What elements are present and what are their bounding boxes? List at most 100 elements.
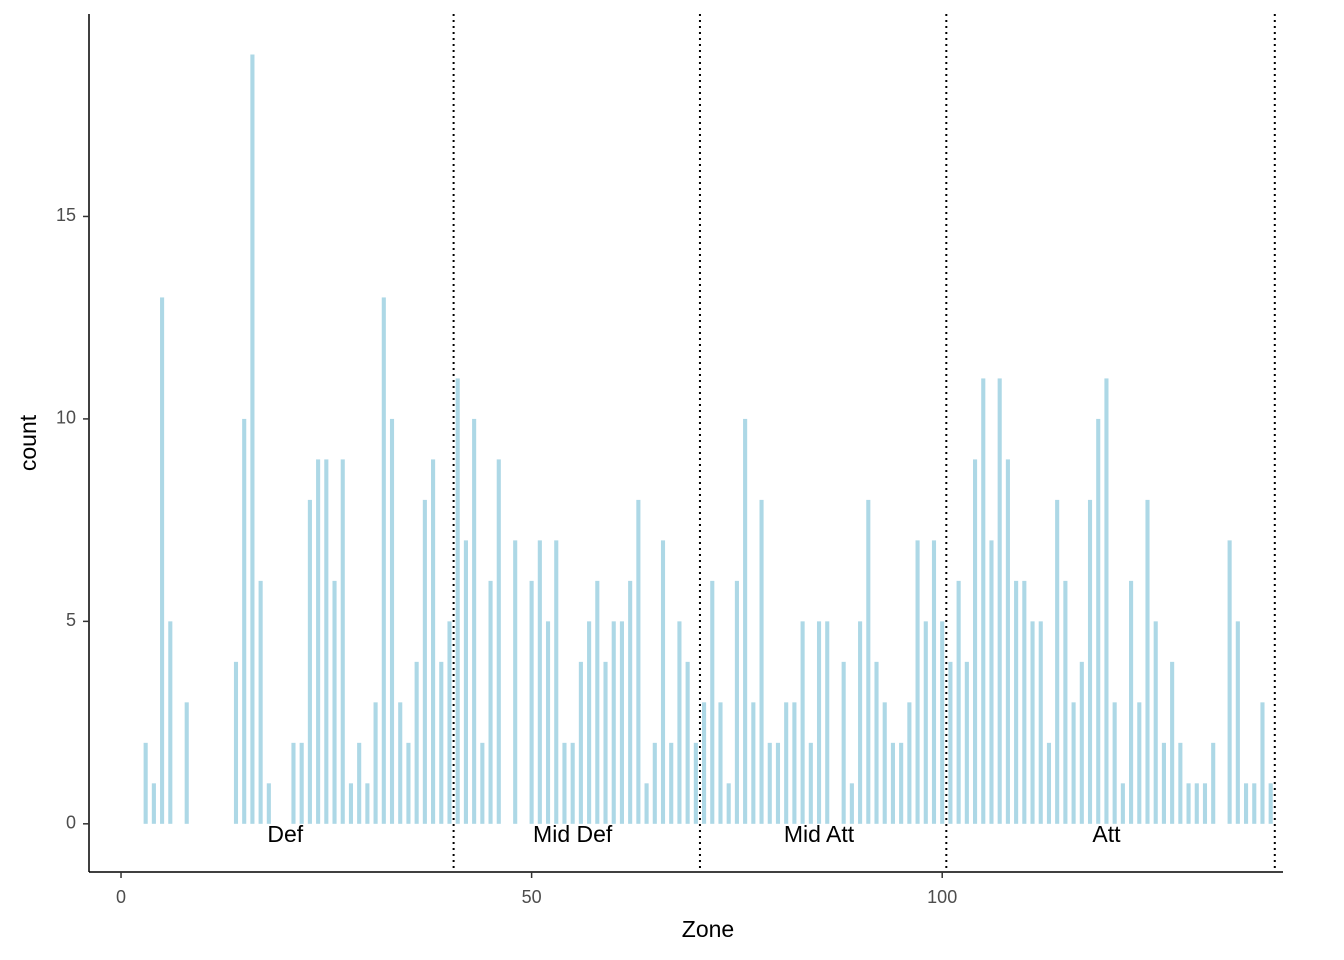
bar [406, 742, 411, 824]
bar [915, 540, 920, 824]
x-tick-label: 50 [522, 887, 542, 907]
bar [332, 580, 337, 824]
bar [858, 621, 863, 824]
bar [513, 540, 518, 824]
bar [767, 742, 772, 824]
bar [1014, 580, 1019, 824]
zone-label: Def [267, 821, 303, 847]
bar [1129, 580, 1134, 824]
bar [759, 499, 764, 824]
bar [956, 580, 961, 824]
bar [151, 783, 156, 824]
bar [455, 378, 460, 824]
bar [669, 742, 674, 824]
bar [841, 661, 846, 824]
bar [1153, 621, 1158, 824]
bar [1038, 621, 1043, 824]
bar [660, 540, 666, 824]
bar [1112, 702, 1117, 824]
bar [874, 661, 879, 824]
bar [1079, 661, 1084, 824]
bar [726, 783, 731, 824]
bar [702, 702, 707, 824]
bar [545, 621, 551, 824]
bar [948, 661, 953, 824]
bar [636, 499, 641, 824]
bar [1170, 661, 1175, 824]
bar [439, 661, 444, 824]
bar [907, 702, 912, 824]
bar [710, 580, 715, 824]
bar [143, 742, 148, 824]
bar [1055, 499, 1060, 824]
bar [389, 418, 395, 824]
bar [808, 742, 813, 824]
bar [1260, 702, 1265, 824]
bar [800, 621, 805, 824]
bar [184, 702, 189, 824]
y-tick-label: 5 [66, 610, 76, 630]
bar [775, 742, 781, 824]
bar [964, 661, 969, 824]
bar [266, 783, 271, 824]
bar [940, 621, 945, 824]
bar [825, 621, 830, 824]
bar [1268, 783, 1273, 824]
zone-label: Mid Def [533, 821, 613, 847]
bar [899, 742, 904, 824]
y-axis-title: count [15, 414, 41, 471]
bar [1211, 742, 1216, 824]
x-tick-label: 0 [116, 887, 126, 907]
bar [529, 580, 534, 824]
bar [931, 540, 937, 824]
bar [357, 742, 362, 824]
bar [1022, 580, 1027, 824]
bar [250, 54, 255, 824]
bar [1137, 702, 1142, 824]
bar [496, 459, 501, 824]
x-tick-label: 100 [927, 887, 957, 907]
bar [291, 742, 296, 824]
bar [890, 742, 895, 824]
bar [233, 661, 239, 824]
bar [365, 783, 370, 824]
bar [751, 702, 756, 824]
bar [652, 742, 657, 824]
bar [718, 702, 723, 824]
bar [816, 621, 822, 824]
y-tick-label: 10 [56, 408, 76, 428]
zone-label: Att [1092, 821, 1121, 847]
bar [168, 621, 173, 824]
bar [472, 418, 477, 824]
bar [242, 418, 247, 824]
y-tick-label: 15 [56, 205, 76, 225]
bar [587, 621, 592, 824]
bar [628, 580, 633, 824]
bar [1161, 742, 1166, 824]
bar [1243, 783, 1249, 824]
bar [619, 621, 625, 824]
bar [989, 540, 994, 824]
bar [316, 459, 321, 824]
bar [1087, 499, 1093, 824]
x-axis-title: Zone [682, 916, 734, 942]
bar [693, 742, 698, 824]
bar [644, 783, 649, 824]
bar [973, 459, 978, 824]
bar [488, 580, 493, 824]
bar [578, 661, 583, 824]
bar [743, 418, 748, 824]
bar [611, 621, 616, 824]
bar [1227, 540, 1232, 824]
bar [1252, 783, 1257, 824]
bar [923, 621, 928, 824]
bar [603, 661, 608, 824]
bar [299, 742, 304, 824]
bar [1104, 378, 1109, 824]
bar [1063, 580, 1068, 824]
bar [307, 499, 312, 824]
bar [849, 783, 854, 824]
bar [784, 702, 789, 824]
bar [340, 459, 345, 824]
